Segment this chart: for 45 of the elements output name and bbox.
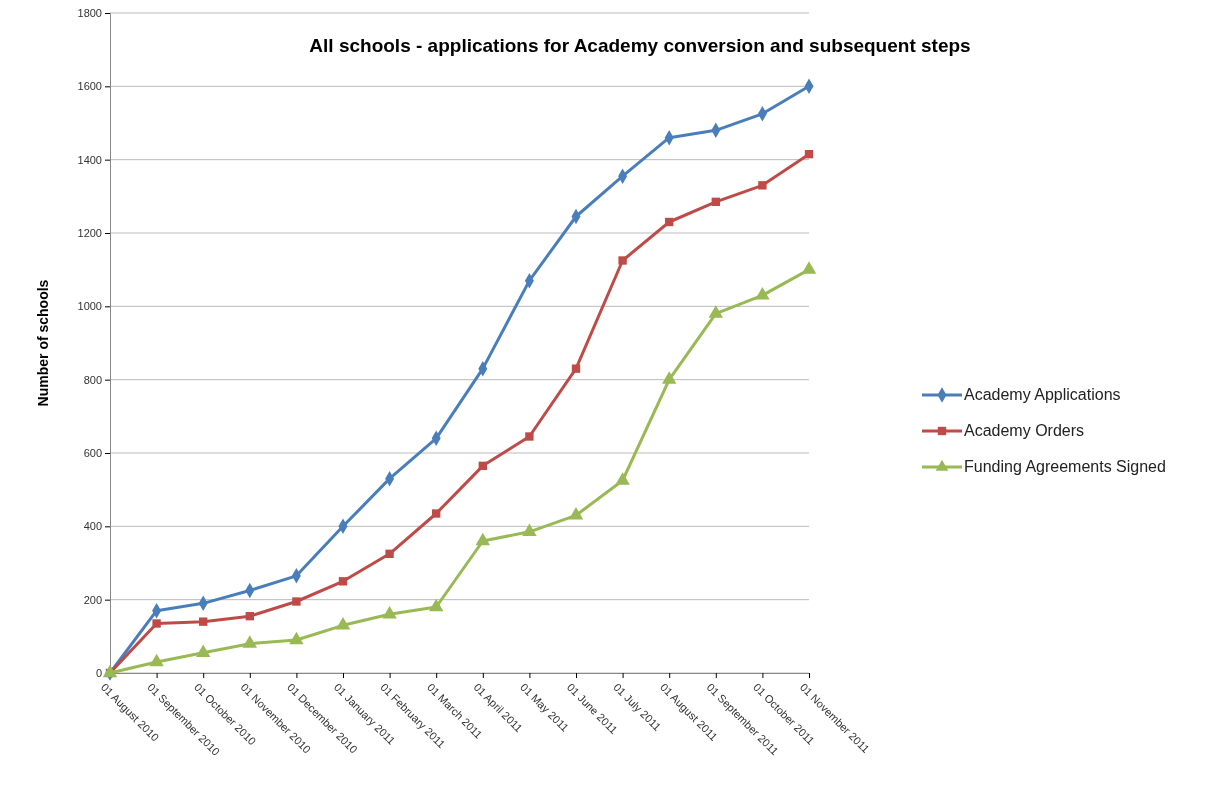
- point: [475, 532, 491, 546]
- point: [661, 371, 677, 384]
- point: [199, 617, 208, 626]
- y-tick-label: 200: [83, 593, 102, 606]
- point: [801, 261, 817, 274]
- point: [245, 611, 254, 621]
- point: [618, 256, 627, 265]
- y-tick-label: 1200: [77, 227, 102, 240]
- y-tick-label: 1000: [77, 300, 102, 313]
- point: [711, 197, 720, 207]
- point: [571, 364, 581, 373]
- y-axis-title: Number of schools: [35, 279, 51, 407]
- text: All schools - applications for Academy conversion and subsequent steps: [309, 35, 971, 56]
- point: [195, 644, 211, 657]
- point: [755, 287, 770, 300]
- point: [335, 617, 351, 630]
- legend-label: Funding Agreements Signed: [964, 458, 1166, 475]
- point: [758, 181, 767, 190]
- point: [382, 606, 397, 619]
- y-tick-label: 1600: [77, 80, 102, 93]
- point: [149, 653, 164, 667]
- y-tick-label: 600: [83, 447, 102, 460]
- y-tick-label: 800: [83, 373, 102, 386]
- point: [242, 635, 258, 648]
- y-tick-label: 1800: [77, 7, 102, 20]
- point: [428, 598, 444, 612]
- point: [432, 509, 441, 518]
- point: [338, 577, 348, 586]
- legend-label: Academy Orders: [964, 422, 1085, 439]
- point: [152, 619, 161, 628]
- point: [568, 507, 584, 520]
- point: [525, 432, 534, 441]
- legend-label: Academy Applications: [964, 386, 1121, 403]
- point: [385, 549, 394, 559]
- point: [708, 305, 724, 318]
- y-tick-label: 400: [83, 520, 102, 533]
- point: [289, 631, 304, 645]
- point: [522, 523, 537, 536]
- point: [292, 597, 301, 606]
- y-tick-label: 1400: [77, 153, 102, 166]
- point: [615, 472, 630, 485]
- point: [478, 461, 487, 471]
- point: [804, 149, 814, 159]
- y-tick-label: 0: [95, 667, 102, 680]
- point: [665, 217, 674, 227]
